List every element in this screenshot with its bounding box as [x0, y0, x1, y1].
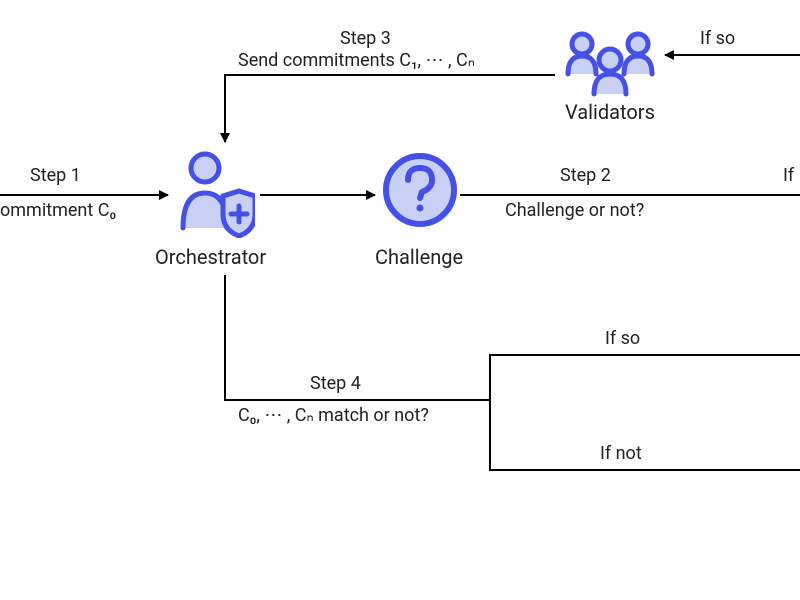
step2-bottom: Challenge or not?: [505, 200, 644, 221]
edge-ifso-mid: [490, 355, 800, 400]
validators-icon: [560, 30, 660, 100]
orchestrator-label: Orchestrator: [155, 245, 266, 269]
validators-label: Validators: [565, 100, 655, 124]
step4-bottom: C₀, ⋯ , Cₙ match or not?: [238, 405, 429, 426]
ifso-mid: If so: [605, 328, 640, 349]
step3-bottom: Send commitments C₁, ⋯ , Cₙ: [238, 50, 475, 71]
step2-right: If: [783, 165, 794, 186]
step4-top: Step 4: [310, 373, 361, 394]
challenge-icon: [380, 150, 460, 230]
step2-top: Step 2: [560, 165, 611, 186]
ifso-top: If so: [700, 28, 735, 49]
flow-edges: [0, 0, 800, 600]
edge-ifnot: [490, 400, 800, 470]
step1-top: Step 1: [30, 165, 81, 186]
orchestrator-icon: [175, 148, 255, 238]
step1-bottom: ommitment C₀: [0, 200, 116, 221]
edge-step3: [225, 75, 555, 142]
challenge-label: Challenge: [375, 245, 463, 269]
ifnot: If not: [600, 443, 642, 464]
step3-top: Step 3: [340, 28, 391, 49]
